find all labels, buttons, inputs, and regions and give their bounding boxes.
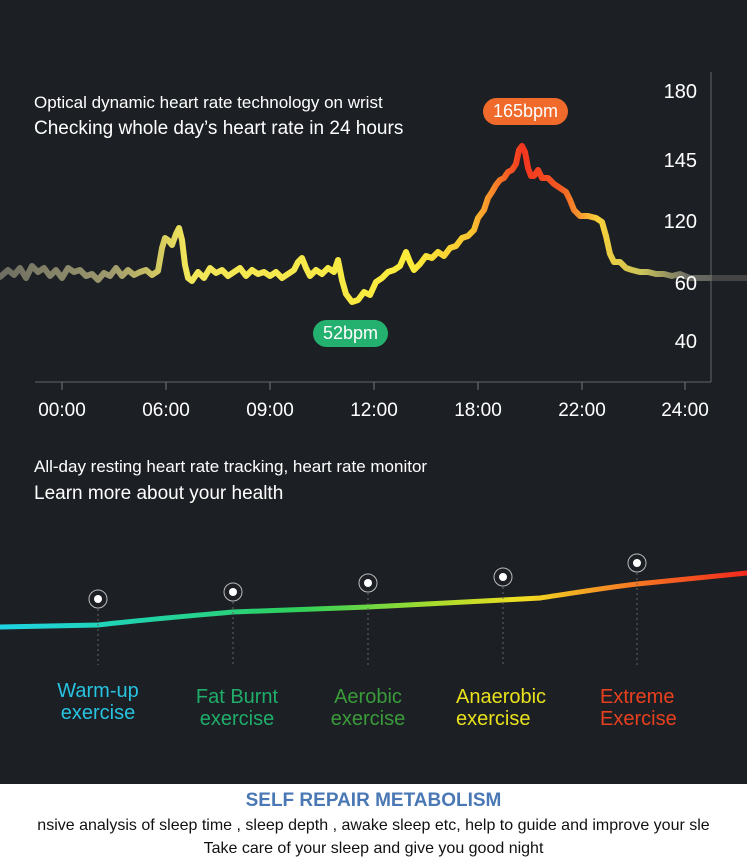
x-tick-label: 18:00 (454, 400, 502, 421)
hr-headline: Optical dynamic heart rate technology on… (34, 93, 383, 112)
exercise-zone-curve (0, 553, 747, 665)
zone-subtitle: Exercise (600, 708, 677, 730)
zone-subtitle: exercise (330, 708, 406, 730)
y-tick-label: 180 (663, 81, 697, 103)
zone-title: Anaerobic (456, 686, 547, 708)
zone-extreme-label: Extreme Exercise (592, 686, 692, 730)
peak-bpm-badge: 165bpm (483, 98, 569, 125)
zone-marker (627, 553, 647, 665)
sleep-tagline: Take care of your sleep and give you goo… (203, 840, 544, 857)
zone-subtitle: exercise (456, 708, 531, 730)
x-tick-label: 22:00 (558, 400, 606, 421)
feature-panel: Optical dynamic heart rate technology on… (0, 0, 747, 784)
zone-subtitle: exercise (199, 708, 275, 730)
zone-title: Aerobic (334, 686, 402, 708)
zone-marker (88, 589, 108, 665)
low-bpm-badge: 52bpm (313, 320, 389, 347)
x-tick-label: 06:00 (142, 400, 190, 421)
x-tick-label: 00:00 (38, 400, 86, 421)
heart-rate-chart (0, 72, 747, 390)
zone-marker (493, 567, 513, 665)
resting-subline: Learn more about your health (34, 483, 284, 504)
x-tick-label: 09:00 (246, 400, 294, 421)
hr-subline: Checking whole day’s heart rate in 24 ho… (34, 118, 404, 139)
zone-title: Extreme (600, 686, 675, 708)
zone-aerobic-label: Aerobic exercise (308, 686, 428, 730)
zone-curve-line (0, 570, 747, 630)
zone-marker (358, 573, 378, 665)
sleep-title: SELF REPAIR METABOLISM (245, 790, 502, 811)
y-tick-label: 40 (674, 331, 697, 353)
zone-subtitle: exercise (60, 702, 136, 724)
y-tick-label: 145 (663, 150, 697, 172)
zone-anaerobic-label: Anaerobic exercise (444, 686, 564, 730)
zone-fatburnt-label: Fat Burnt exercise (173, 686, 301, 730)
y-tick-label: 120 (663, 211, 697, 233)
y-tick-label: 60 (674, 273, 697, 295)
resting-headline: All-day resting heart rate tracking, hea… (34, 457, 428, 476)
heart-rate-line (0, 143, 715, 305)
x-tick-label: 12:00 (350, 400, 398, 421)
x-tick-label: 24:00 (661, 400, 709, 421)
zone-marker (223, 582, 243, 665)
zone-title: Warm-up (57, 680, 139, 702)
sleep-section: SELF REPAIR METABOLISM nsive analysis of… (0, 784, 747, 862)
sleep-description: nsive analysis of sleep time , sleep dep… (37, 817, 710, 834)
zone-warmup-label: Warm-up exercise (38, 680, 158, 724)
zone-title: Fat Burnt (195, 686, 279, 708)
